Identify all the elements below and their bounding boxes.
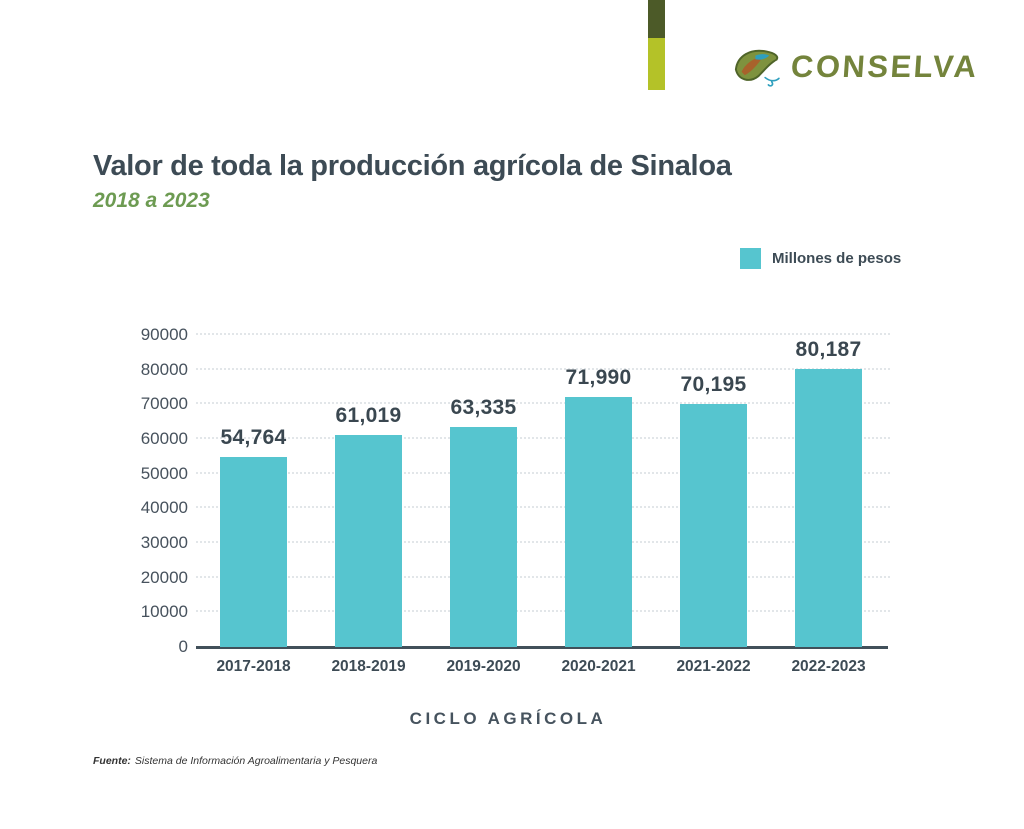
gridline-50000 [196, 471, 890, 474]
x-axis-title: CICLO AGRÍCOLA [409, 709, 607, 728]
legend-label: Millones de pesos [772, 250, 902, 267]
x-axis-tick-label: 2021-2022 [676, 658, 751, 675]
chart-legend: Millones de pesos [740, 248, 901, 269]
bar-value-label: 63,335 [450, 396, 517, 420]
gridline-90000 [196, 333, 890, 335]
page-subtitle: 2018 a 2023 [93, 189, 210, 213]
bar-value-label: 80,187 [795, 338, 862, 362]
x-axis-tick-label: 2017-2018 [216, 658, 291, 675]
header-accent-bar [648, 0, 665, 90]
y-axis-tick-label: 80000 [140, 359, 188, 379]
y-axis-tick-label: 90000 [140, 325, 188, 344]
y-axis: 0 10000 20000 30000 40000 50000 60000 70000 8000… [96, 325, 192, 656]
source-text: Sistema de Información Agroalimentaria y… [134, 755, 378, 767]
bar-2022-2023 [795, 369, 862, 647]
logo-wordmark: CONSELVA [789, 49, 980, 84]
gridline-30000 [196, 541, 890, 543]
gridline-60000 [196, 437, 890, 439]
x-axis-tick-label: 2022-2023 [791, 658, 866, 675]
legend-swatch [740, 248, 761, 269]
gridline-80000 [196, 367, 890, 370]
bar-2018-2019 [335, 435, 402, 647]
x-axis-tick-label: 2019-2020 [446, 658, 521, 675]
y-axis-tick-label: 20000 [140, 567, 188, 587]
gridline-70000 [196, 402, 890, 405]
source-note: Fuente: Sistema de Información Agroalimen… [93, 755, 377, 767]
y-axis-tick-label: 50000 [140, 463, 188, 483]
x-axis-tick-label: 2020-2021 [561, 658, 636, 675]
accent-bar-light-segment [648, 38, 665, 90]
bar-2019-2020 [450, 427, 517, 647]
source-label: Fuente: [93, 755, 131, 767]
leaf-icon [734, 49, 780, 87]
y-axis-tick-label: 40000 [140, 498, 188, 518]
gridline-10000 [196, 610, 890, 613]
bar-2021-2022 [680, 403, 747, 647]
y-axis-tick-label: 30000 [140, 533, 188, 552]
page-title: Valor de toda la producción agrícola de … [93, 150, 732, 182]
gridline-40000 [196, 506, 890, 509]
y-axis-tick-label: 70000 [140, 394, 188, 414]
bar-value-label: 54,764 [220, 426, 287, 450]
bar-value-label: 71,990 [565, 366, 632, 390]
gridline-20000 [196, 575, 890, 578]
y-axis-tick-label: 10000 [140, 602, 188, 622]
y-axis-tick-label: 0 [178, 637, 188, 656]
bar-2017-2018 [220, 457, 287, 647]
x-axis-tick-label: 2018-2019 [331, 658, 406, 675]
accent-bar-dark-segment [648, 0, 665, 38]
title-block: Valor de toda la producción agrícola de … [93, 150, 853, 213]
x-axis: 2017-2018 2018-2019 2019-2020 2020-2021 2021… [196, 658, 886, 676]
plot-area: 54,764 61,019 63,335 71,990 70,195 80,187 [196, 333, 890, 649]
y-axis-tick-label: 60000 [140, 429, 188, 448]
conselva-logo: CONSELVA [731, 44, 980, 90]
bar-value-label: 61,019 [335, 404, 402, 428]
bar-value-label: 70,195 [680, 372, 747, 396]
bar-2020-2021 [565, 397, 632, 647]
x-axis-line [196, 646, 888, 649]
